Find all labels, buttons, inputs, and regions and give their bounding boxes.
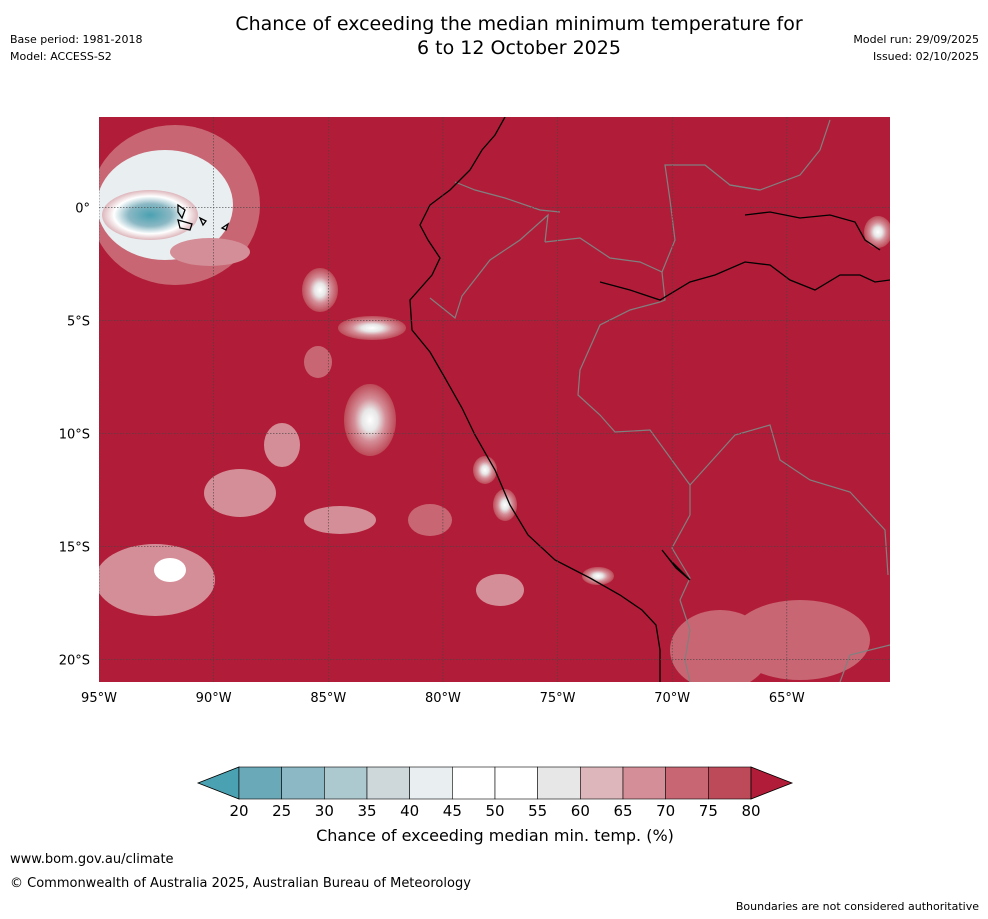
patch-chaco bbox=[730, 600, 870, 680]
colorbar-swatch bbox=[622, 766, 666, 800]
colorbar-swatch bbox=[708, 766, 752, 800]
latitude-tick-label: 10°S bbox=[59, 427, 90, 442]
longitude-tick-label: 75°W bbox=[540, 691, 576, 706]
galapagos-island-a bbox=[177, 203, 186, 220]
longitude-tick-label: 90°W bbox=[196, 691, 232, 706]
colorbar-swatch bbox=[366, 766, 410, 800]
patch-amazon-east bbox=[864, 216, 890, 248]
country-borders bbox=[429, 119, 890, 682]
patch-south-a bbox=[476, 574, 524, 606]
colorbar-swatch bbox=[238, 766, 282, 800]
border-colombia-ecuador bbox=[454, 181, 561, 213]
colorbar-swatch bbox=[324, 766, 368, 800]
colorbar-tick-label: 50 bbox=[485, 802, 504, 820]
colorbar-over-arrow bbox=[750, 766, 794, 800]
map-panel bbox=[99, 117, 890, 682]
patch-coast-b bbox=[493, 489, 517, 521]
colorbar-tick-label: 70 bbox=[656, 802, 675, 820]
copyright-text: © Commonwealth of Australia 2025, Austra… bbox=[10, 876, 471, 891]
coast-lake-titicaca bbox=[661, 549, 691, 581]
disclaimer-text: Boundaries are not considered authoritat… bbox=[735, 900, 979, 913]
galapagos-island-b bbox=[177, 219, 193, 231]
title-line-1: Chance of exceeding the median minimum t… bbox=[235, 13, 803, 35]
coast-amazon-upper bbox=[744, 211, 881, 251]
colorbar-tick-label: 55 bbox=[528, 802, 547, 820]
longitude-tick-label: 95°W bbox=[81, 691, 117, 706]
colorbar-swatch bbox=[452, 766, 496, 800]
patch-southwest bbox=[99, 544, 215, 616]
galapagos-tail bbox=[170, 238, 250, 266]
coast-pacific-south-america bbox=[409, 117, 661, 682]
colorbar-under-arrow bbox=[196, 766, 240, 800]
colorbar-swatch bbox=[580, 766, 624, 800]
colorbar-tick-label: 65 bbox=[613, 802, 632, 820]
colorbar-tick-label: 30 bbox=[315, 802, 334, 820]
patch-offshore-d bbox=[344, 384, 396, 456]
model-run-text: Model run: 29/09/2025 bbox=[853, 33, 979, 46]
colorbar-title: Chance of exceeding median min. temp. (%… bbox=[316, 826, 674, 845]
bom-url[interactable]: www.bom.gov.au/climate bbox=[10, 852, 174, 867]
latitude-tick-label: 5°S bbox=[67, 314, 90, 329]
latitude-tick-label: 20°S bbox=[59, 653, 90, 668]
base-period-text: Base period: 1981-2018 bbox=[10, 33, 143, 46]
patch-coast-a bbox=[473, 456, 497, 484]
colorbar-tick-label: 25 bbox=[272, 802, 291, 820]
anomaly-patches bbox=[99, 125, 890, 682]
graticule bbox=[99, 117, 890, 682]
longitude-labels: 95°W 90°W 85°W 80°W 75°W 70°W 65°W bbox=[81, 691, 805, 706]
colorbar-swatch bbox=[665, 766, 709, 800]
patch-offshore-f bbox=[204, 469, 276, 517]
border-bolivia-brazil bbox=[689, 424, 889, 576]
colorbar-tick-label: 45 bbox=[443, 802, 462, 820]
issued-text: Issued: 02/10/2025 bbox=[872, 50, 979, 63]
model-run-info: Model run: 29/09/2025 Issued: 02/10/2025 bbox=[853, 31, 979, 65]
border-peru-brazil bbox=[577, 301, 691, 515]
colorbar: 20 25 30 35 40 45 50 55 60 65 70 75 80 bbox=[196, 766, 794, 820]
longitude-tick-label: 70°W bbox=[654, 691, 690, 706]
map-title: Chance of exceeding the median minimum t… bbox=[150, 12, 888, 60]
coastlines bbox=[177, 117, 890, 682]
patch-southwest-core bbox=[154, 558, 186, 582]
latitude-tick-label: 15°S bbox=[59, 540, 90, 555]
border-bolivia-chile bbox=[679, 599, 691, 682]
colorbar-swatch bbox=[281, 766, 325, 800]
colorbar-swatch bbox=[409, 766, 453, 800]
longitude-tick-label: 80°W bbox=[425, 691, 461, 706]
patch-coast-c bbox=[582, 567, 614, 585]
galapagos-cool-patch bbox=[102, 190, 198, 240]
border-colombia-peru bbox=[544, 237, 666, 303]
border-paraguay bbox=[839, 644, 890, 682]
base-period-info: Base period: 1981-2018 Model: ACCESS-S2 bbox=[10, 31, 142, 65]
galapagos-island-d bbox=[220, 222, 230, 231]
colorbar-tick-label: 40 bbox=[400, 802, 419, 820]
patch-offshore-g bbox=[304, 506, 376, 534]
colorbar-tick-label: 60 bbox=[571, 802, 590, 820]
longitude-tick-label: 65°W bbox=[769, 691, 805, 706]
border-venezuela bbox=[729, 119, 831, 191]
patch-offshore-e bbox=[264, 423, 300, 467]
patch-offshore-b bbox=[338, 316, 406, 340]
border-ecuador-peru bbox=[429, 213, 549, 320]
colorbar-tick-label: 20 bbox=[229, 802, 248, 820]
colorbar-swatch bbox=[494, 766, 538, 800]
colorbar-tick-label: 75 bbox=[699, 802, 718, 820]
latitude-labels: 0° 5°S 10°S 15°S 20°S bbox=[59, 201, 90, 668]
colorbar-tick-label: 80 bbox=[741, 802, 760, 820]
patch-offshore-c bbox=[304, 346, 332, 378]
model-text: Model: ACCESS-S2 bbox=[10, 50, 112, 63]
longitude-tick-label: 85°W bbox=[310, 691, 346, 706]
latitude-tick-label: 0° bbox=[75, 201, 90, 216]
colorbar-tick-label: 35 bbox=[357, 802, 376, 820]
galapagos-island-c bbox=[198, 216, 207, 227]
colorbar-swatch bbox=[537, 766, 581, 800]
patch-offshore-h bbox=[408, 504, 452, 536]
title-line-2: 6 to 12 October 2025 bbox=[417, 37, 621, 59]
border-peru-bolivia bbox=[671, 514, 691, 601]
patch-offshore-a bbox=[302, 268, 338, 312]
coast-amazon-river bbox=[599, 261, 890, 301]
